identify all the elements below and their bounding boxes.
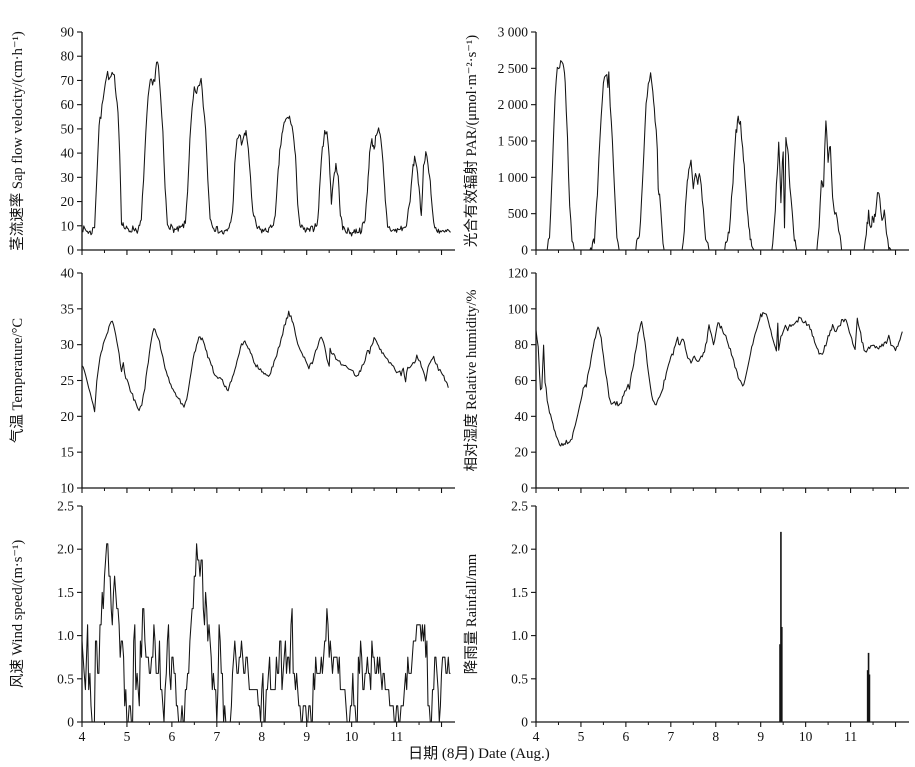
y-axis-label-par: 光合有效辐射 PAR/(μmol·m⁻²·s⁻¹) <box>463 35 480 247</box>
y-tick-label: 70 <box>61 73 75 88</box>
x-tick-label: 4 <box>533 729 540 744</box>
x-tick-label: 10 <box>345 729 359 744</box>
y-tick-label: 10 <box>61 481 75 496</box>
panel-relative-humidity: 0 20 40 60 80 100 120 相对湿度 Relative humidity/% <box>463 266 909 496</box>
x-tick-label: 11 <box>844 729 857 744</box>
panel-wind-speed: 0 0.5 1.0 1.5 2.0 2.5 4 5 6 7 8 9 10 11 风速 Wind speed/… <box>9 499 455 744</box>
axis-frame <box>81 32 455 251</box>
x-tick-label: 8 <box>258 729 265 744</box>
y-tick-label: 1 000 <box>498 170 529 185</box>
y-tick-label: 20 <box>515 445 529 460</box>
y-tick-label: 15 <box>61 445 75 460</box>
y-tick-label: 0 <box>521 243 528 258</box>
y-tick-label: 60 <box>515 373 529 388</box>
y-axis-label-relative-humidity: 相对湿度 Relative humidity/% <box>463 289 480 471</box>
y-tick-label: 0 <box>67 715 74 730</box>
y-axis-label-wind-speed: 风速 Wind speed/(m·s⁻¹) <box>9 540 26 689</box>
x-tick-label: 9 <box>757 729 764 744</box>
y-tick-label: 1.5 <box>511 585 528 600</box>
y-tick-label: 1.0 <box>511 628 528 643</box>
axis-frame <box>535 32 909 251</box>
panel-rainfall: 0 0.5 1.0 1.5 2.0 2.5 4 5 6 7 8 9 10 11 降雨量 Rainfall/m… <box>463 499 909 744</box>
data-trace-sap-flow <box>81 61 451 237</box>
x-tick-label: 9 <box>303 729 310 744</box>
y-tick-label: 3 000 <box>498 25 529 40</box>
data-trace-relative-humidity <box>535 311 903 447</box>
y-tick-label: 50 <box>61 121 75 136</box>
x-tick-label: 6 <box>623 729 630 744</box>
panel-temperature: 10 15 20 25 30 35 40 气温 Temperature/°C <box>9 266 455 496</box>
y-tick-label: 10 <box>61 218 75 233</box>
panel-par: 0 500 1 000 1 500 2 000 2 500 3 000 光合有效辐射 PAR/… <box>463 25 909 258</box>
y-tick-label: 2.0 <box>511 542 528 557</box>
y-axis-label-sap-flow: 茎流速率 Sap flow velocity/(cm·h⁻¹) <box>9 31 26 251</box>
data-trace-temperature <box>81 310 449 413</box>
y-tick-label: 25 <box>61 373 75 388</box>
axis-frame <box>535 273 909 489</box>
y-tick-label: 0.5 <box>511 671 528 686</box>
y-tick-label: 0 <box>521 481 528 496</box>
y-axis-label-temperature: 气温 Temperature/°C <box>9 318 26 443</box>
y-tick-label: 40 <box>61 146 75 161</box>
y-tick-label: 80 <box>515 337 529 352</box>
y-tick-label: 90 <box>61 25 75 40</box>
data-trace-par <box>536 60 907 251</box>
x-tick-label: 4 <box>79 729 86 744</box>
y-tick-label: 40 <box>515 409 529 424</box>
y-tick-label: 1.5 <box>57 585 74 600</box>
data-trace-wind-speed <box>81 543 451 723</box>
axis-frame <box>535 506 909 723</box>
y-tick-label: 30 <box>61 337 75 352</box>
y-tick-label: 80 <box>61 49 75 64</box>
y-axis-label-rainfall: 降雨量 Rainfall/mm <box>463 553 480 674</box>
y-tick-label: 35 <box>61 301 75 316</box>
y-tick-label: 20 <box>61 194 75 209</box>
panel-sap-flow: 0 10 20 30 40 50 60 70 80 90 茎流速率 Sap flow velocit… <box>9 25 455 258</box>
y-tick-label: 0 <box>521 715 528 730</box>
y-tick-label: 1.0 <box>57 628 74 643</box>
y-tick-label: 1 500 <box>498 134 529 149</box>
y-tick-label: 20 <box>61 409 75 424</box>
x-tick-label: 6 <box>169 729 176 744</box>
y-tick-label: 100 <box>508 301 529 316</box>
x-tick-label: 10 <box>799 729 813 744</box>
x-tick-label: 7 <box>667 729 674 744</box>
y-tick-label: 60 <box>61 97 75 112</box>
y-tick-label: 2.5 <box>511 499 528 514</box>
y-tick-label: 2 000 <box>498 97 529 112</box>
y-tick-label: 500 <box>508 206 529 221</box>
x-tick-label: 8 <box>712 729 719 744</box>
y-tick-label: 0 <box>67 243 74 258</box>
y-tick-label: 2.0 <box>57 542 74 557</box>
y-tick-label: 40 <box>61 266 75 281</box>
y-tick-label: 2 500 <box>498 61 529 76</box>
x-tick-label: 11 <box>390 729 403 744</box>
axis-frame <box>81 273 455 489</box>
y-tick-label: 120 <box>508 266 529 281</box>
x-tick-label: 5 <box>578 729 585 744</box>
x-tick-label: 5 <box>124 729 131 744</box>
y-tick-label: 0.5 <box>57 671 74 686</box>
x-axis-title: 日期 (8月) Date (Aug.) <box>408 745 550 762</box>
x-tick-label: 7 <box>213 729 220 744</box>
y-tick-label: 2.5 <box>57 499 74 514</box>
y-tick-label: 30 <box>61 170 75 185</box>
